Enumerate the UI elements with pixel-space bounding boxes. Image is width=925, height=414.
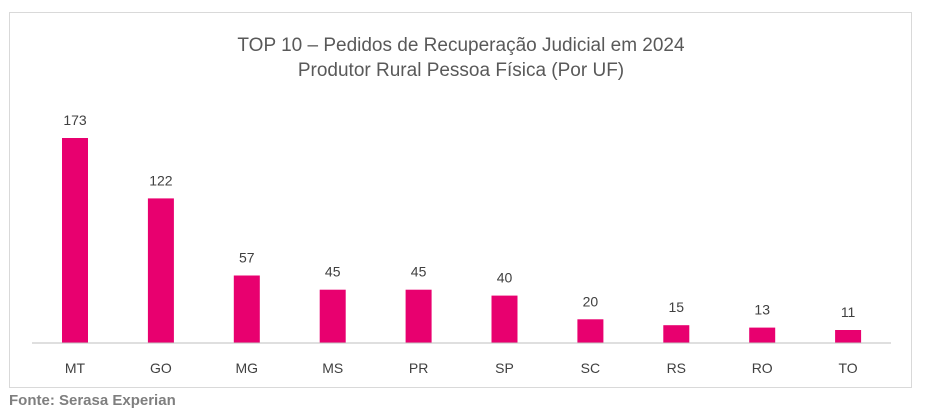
bar-mt [62,138,88,343]
chart-frame: TOP 10 – Pedidos de Recuperação Judicial… [9,12,912,388]
bar-rs [663,325,690,343]
chart-subtitle: Produtor Rural Pessoa Física (Por UF) [298,60,624,81]
category-label-ms: MS [322,360,343,376]
bar-ro [749,327,776,343]
category-label-ro: RO [752,360,773,376]
bar-sc [577,319,604,343]
category-label-mg: MG [236,360,259,376]
value-label-sp: 40 [497,270,513,286]
bar-to [835,330,862,343]
category-label-go: GO [150,360,172,376]
bar-go [147,198,174,343]
bar-mg [233,275,260,343]
category-label-mt: MT [65,360,86,376]
value-label-mg: 57 [239,250,255,266]
chart-title: TOP 10 – Pedidos de Recuperação Judicial… [237,35,685,56]
category-label-sp: SP [495,360,514,376]
bar-ms [319,289,346,343]
bars-layer: 173 MT 122 GO 57 MG 45 MS 45 PR 40 SP 20 SC 15 RS 13 RO 11… [62,112,862,376]
value-label-pr: 45 [411,264,427,280]
value-label-to: 11 [841,304,856,320]
value-label-go: 122 [149,172,173,188]
value-label-mt: 173 [63,112,87,128]
category-label-pr: PR [409,360,428,376]
bar-chart: TOP 10 – Pedidos de Recuperação Judicial… [32,35,891,376]
value-label-rs: 15 [669,299,685,315]
value-label-ms: 45 [325,264,341,280]
bar-sp [491,295,518,343]
category-label-sc: SC [581,360,600,376]
value-label-ro: 13 [754,302,770,318]
category-label-to: TO [838,360,857,376]
source-note: Fonte: Serasa Experian [9,392,176,409]
bar-pr [405,289,432,343]
category-label-rs: RS [667,360,686,376]
value-label-sc: 20 [583,293,599,309]
